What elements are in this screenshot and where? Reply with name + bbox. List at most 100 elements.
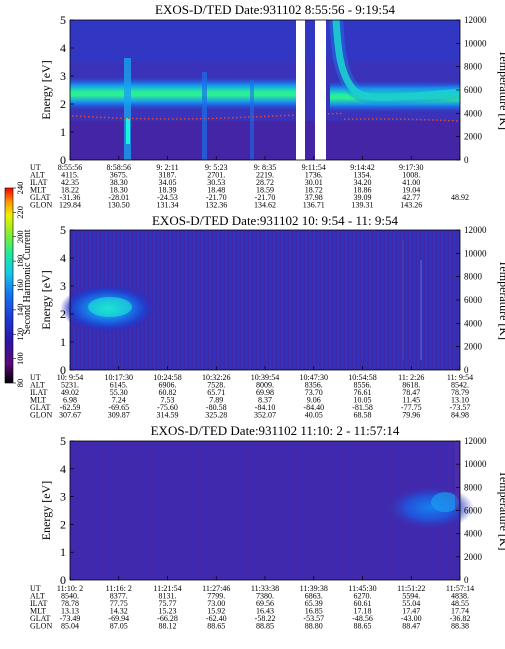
ephemeris-value: 69.98 bbox=[256, 388, 274, 397]
ephemeris-value: 10:39:54 bbox=[251, 373, 279, 382]
ephemeris-value: 60.82 bbox=[159, 388, 177, 397]
y-tick-label-right: 12000 bbox=[464, 225, 487, 235]
temperature-trace bbox=[72, 112, 458, 122]
ephemeris-value: 88.80 bbox=[305, 622, 323, 631]
ephemeris-value: 88.85 bbox=[256, 622, 274, 631]
ephemeris-value: 88.65 bbox=[354, 622, 372, 631]
ephemeris-value: 42.35 bbox=[61, 178, 79, 187]
colorbar-tick-label: 160 bbox=[15, 279, 25, 292]
ephemeris-value: 17.47 bbox=[402, 607, 420, 616]
ephemeris-value: 7.24 bbox=[112, 396, 126, 405]
y-tick-label-right: 8000 bbox=[464, 62, 483, 72]
ephemeris-value: 8377. bbox=[110, 592, 128, 601]
spectrogram-image bbox=[60, 230, 460, 370]
ephemeris-value: 37.98 bbox=[305, 193, 323, 202]
ephemeris-value: 65.39 bbox=[305, 599, 323, 608]
ephemeris-value: 85.04 bbox=[61, 622, 79, 631]
ephemeris-value: 3675. bbox=[110, 171, 128, 180]
ephemeris-value: 49.02 bbox=[61, 388, 79, 397]
spectrogram-image bbox=[70, 441, 474, 580]
ephemeris-value: 88.65 bbox=[207, 622, 225, 631]
ephemeris-value: 2701. bbox=[207, 171, 225, 180]
ephemeris-value: 17.18 bbox=[354, 607, 372, 616]
ephemeris-value: 131.34 bbox=[157, 201, 179, 210]
colorbar-tick-label: 180 bbox=[15, 255, 25, 268]
ephemeris-row-label: ALT bbox=[30, 171, 45, 180]
y-tick-label-right: 2000 bbox=[464, 552, 483, 562]
ephemeris-value: 10:54:58 bbox=[348, 373, 376, 382]
ephemeris-value: 134.62 bbox=[254, 201, 276, 210]
ephemeris-value: 17.74 bbox=[451, 607, 469, 616]
ephemeris-value: 10:47:30 bbox=[300, 373, 328, 382]
ephemeris-value: 8131. bbox=[159, 592, 177, 601]
y-axis-label-right: Temperature [K] bbox=[497, 260, 505, 340]
ephemeris-value: -62.40 bbox=[206, 614, 227, 623]
ephemeris-value: -84.10 bbox=[255, 403, 276, 412]
ephemeris-value: 11:45:30 bbox=[348, 584, 376, 593]
ephemeris-value: 9:17:30 bbox=[399, 163, 423, 172]
y-axis-label-right: Temperature [K] bbox=[497, 470, 505, 550]
ephemeris-value: 34.20 bbox=[354, 178, 372, 187]
y-tick-label-left: 5 bbox=[60, 434, 66, 448]
y-tick-label-right: 8000 bbox=[464, 272, 483, 282]
ephemeris-row-label: ILAT bbox=[30, 599, 47, 608]
ephemeris-value: -84.40 bbox=[303, 403, 324, 412]
ephemeris-value: 78.47 bbox=[402, 388, 420, 397]
ephemeris-value: -75.60 bbox=[157, 403, 178, 412]
ephemeris-row-label: UT bbox=[30, 584, 41, 593]
ephemeris-value: 69.56 bbox=[256, 599, 274, 608]
y-tick-label-right: 10000 bbox=[464, 38, 487, 48]
y-tick-label-left: 0 bbox=[60, 573, 66, 587]
ephemeris-row-label: MLT bbox=[30, 396, 46, 405]
ephemeris-value: 11:57:14 bbox=[446, 584, 474, 593]
ephemeris-row-label: ALT bbox=[30, 592, 45, 601]
ephemeris-value: 10:24:58 bbox=[153, 373, 181, 382]
ephemeris-value: 73.00 bbox=[207, 599, 225, 608]
ephemeris-value: -77.75 bbox=[401, 403, 422, 412]
ephemeris-value: 18.39 bbox=[159, 186, 177, 195]
panel-title: EXOS-D/TED Date:931102 8:55:56 - 9:19:54 bbox=[155, 2, 395, 17]
y-tick-label-right: 0 bbox=[464, 155, 469, 165]
y-tick-label-right: 6000 bbox=[464, 85, 483, 95]
ephemeris-value: 11:16: 2 bbox=[106, 584, 132, 593]
ephemeris-value: -73.49 bbox=[60, 614, 81, 623]
ephemeris-value: 8.37 bbox=[258, 396, 272, 405]
ephemeris-value: 11:33:38 bbox=[251, 584, 279, 593]
y-tick-label-left: 0 bbox=[60, 153, 66, 167]
ephemeris-value: 1008. bbox=[402, 171, 420, 180]
ephemeris-value: 325.28 bbox=[205, 411, 227, 420]
ephemeris-value: 41.00 bbox=[402, 178, 420, 187]
ephemeris-row-label: GLAT bbox=[30, 614, 51, 623]
ephemeris-value: -48.56 bbox=[352, 614, 373, 623]
ephemeris-value: 15.92 bbox=[207, 607, 225, 616]
ephemeris-value: 132.36 bbox=[205, 201, 227, 210]
ephemeris-value: 65.71 bbox=[207, 388, 225, 397]
ephemeris-value: 5231. bbox=[61, 381, 79, 390]
ephemeris-value: 11:27:46 bbox=[202, 584, 230, 593]
y-tick-label-left: 0 bbox=[60, 363, 66, 377]
ephemeris-value: 7799. bbox=[207, 592, 225, 601]
ephemeris-value: 30.01 bbox=[305, 178, 323, 187]
ephemeris-value: 88.12 bbox=[159, 622, 177, 631]
colorbar: 80 100 120 140 160 180 200 220 240 Second Harmon… bbox=[4, 182, 33, 387]
y-tick-label-left: 4 bbox=[60, 41, 66, 55]
ephemeris-value: -31.36 bbox=[60, 193, 81, 202]
ephemeris-value: 1354. bbox=[354, 171, 372, 180]
ephemeris-value: 11:10: 2 bbox=[57, 584, 83, 593]
ephemeris-value: 79.96 bbox=[402, 411, 420, 420]
ephemeris-value: 5594. bbox=[402, 592, 420, 601]
ephemeris-value: 314.59 bbox=[157, 411, 179, 420]
ephemeris-value: 9:14:42 bbox=[350, 163, 374, 172]
y-tick-label-right: 4000 bbox=[464, 529, 483, 539]
y-tick-label-left: 4 bbox=[60, 251, 66, 265]
ephemeris-value: 16.85 bbox=[305, 607, 323, 616]
panel-2: EXOS-D/TED Date:931102 10: 9:54 - 11: 9:… bbox=[30, 213, 505, 420]
y-tick-label-left: 3 bbox=[60, 490, 66, 504]
y-tick-label-right: 2000 bbox=[464, 132, 483, 142]
y-tick-label-right: 4000 bbox=[464, 318, 483, 328]
ephemeris-value: 18.30 bbox=[110, 186, 128, 195]
ephemeris-value: 6145. bbox=[110, 381, 128, 390]
y-tick-label-left: 1 bbox=[60, 125, 66, 139]
y-tick-label-right: 10000 bbox=[464, 459, 487, 469]
y-tick-label-left: 5 bbox=[60, 13, 66, 27]
